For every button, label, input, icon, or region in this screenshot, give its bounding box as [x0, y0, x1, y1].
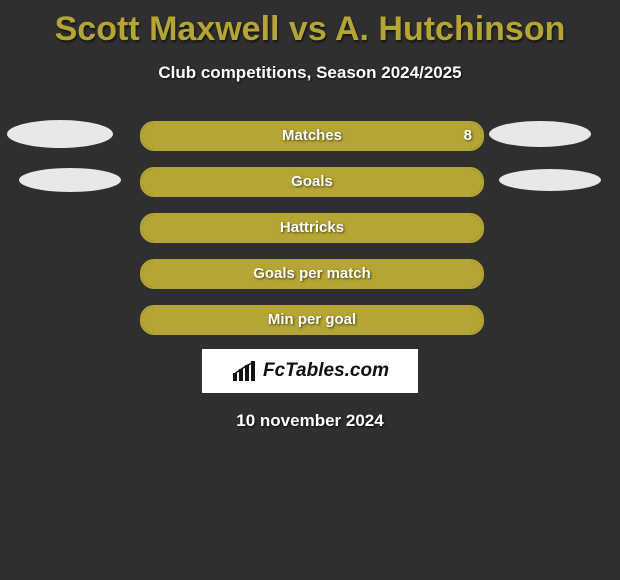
- bar-chart-icon: [231, 361, 259, 381]
- footer-date: 10 november 2024: [0, 411, 620, 431]
- logo: FcTables.com: [202, 349, 418, 393]
- stat-row: Min per goal: [0, 303, 620, 333]
- stat-bar: Goals per match: [140, 259, 484, 289]
- stat-bar: Matches8: [140, 121, 484, 151]
- logo-box: FcTables.com: [202, 349, 418, 393]
- stat-rows: Matches8 Goals Hattricks Goals per match Min…: [0, 119, 620, 333]
- page-title: Scott Maxwell vs A. Hutchinson: [0, 0, 620, 49]
- stat-bar: Min per goal: [140, 305, 484, 335]
- stat-bar-label: Goals per match: [142, 261, 482, 287]
- vs-separator: vs: [289, 10, 327, 48]
- stat-row: Goals: [0, 165, 620, 195]
- stat-row: Goals per match: [0, 257, 620, 287]
- player1-name: Scott Maxwell: [55, 10, 280, 48]
- stat-row: Hattricks: [0, 211, 620, 241]
- stat-bar-label: Matches: [142, 123, 482, 149]
- stat-bar-label: Min per goal: [142, 307, 482, 333]
- stat-bar-label: Goals: [142, 169, 482, 195]
- stat-bar: Goals: [140, 167, 484, 197]
- stat-bar-label: Hattricks: [142, 215, 482, 241]
- player2-name: A. Hutchinson: [335, 10, 565, 48]
- subtitle: Club competitions, Season 2024/2025: [0, 63, 620, 83]
- stat-bar: Hattricks: [140, 213, 484, 243]
- logo-text: FcTables.com: [263, 360, 389, 382]
- value-badge-right: [489, 121, 591, 147]
- value-badge-left: [7, 120, 113, 148]
- value-badge-right: [499, 169, 601, 191]
- stat-row: Matches8: [0, 119, 620, 149]
- stat-bar-value: 8: [464, 123, 472, 149]
- value-badge-left: [19, 168, 121, 192]
